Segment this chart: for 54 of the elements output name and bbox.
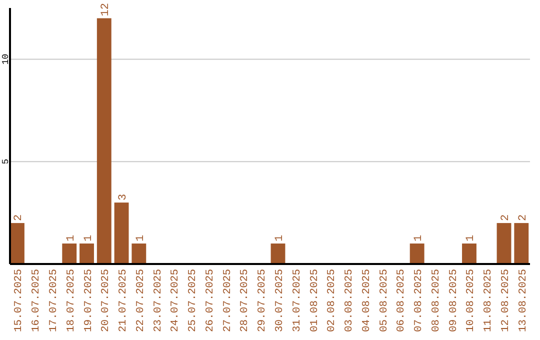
x-tick-label: 12.08.2025 bbox=[500, 269, 512, 332]
x-tick-label: 18.07.2025 bbox=[65, 269, 78, 332]
x-tick-label: 23.07.2025 bbox=[152, 269, 164, 332]
x-tick-label: 24.07.2025 bbox=[170, 269, 182, 332]
data-label: 2 bbox=[500, 214, 512, 222]
x-tick-label: 31.07.2025 bbox=[291, 269, 304, 332]
data-label: 1 bbox=[274, 234, 286, 242]
x-tick-label: 03.08.2025 bbox=[344, 269, 356, 332]
x-tick-label: 20.07.2025 bbox=[100, 269, 112, 332]
bar bbox=[62, 244, 77, 264]
data-label: 2 bbox=[13, 214, 26, 222]
x-tick-label: 02.08.2025 bbox=[326, 269, 338, 332]
data-label: 1 bbox=[413, 234, 426, 242]
x-tick-label: 09.08.2025 bbox=[448, 269, 460, 332]
x-tick-label: 22.07.2025 bbox=[134, 269, 147, 332]
x-tick-label: 25.07.2025 bbox=[187, 269, 200, 332]
x-tick-label: 10.08.2025 bbox=[465, 269, 478, 332]
bar bbox=[114, 202, 129, 264]
data-label: 3 bbox=[118, 194, 130, 201]
bar bbox=[270, 244, 286, 264]
data-label: 1 bbox=[65, 234, 78, 242]
x-tick-label: 19.07.2025 bbox=[82, 269, 95, 332]
x-tick-label: 30.07.2025 bbox=[274, 269, 286, 332]
bar bbox=[132, 244, 146, 264]
x-tick-label: 08.08.2025 bbox=[430, 269, 442, 332]
x-tick-label: 11.08.2025 bbox=[482, 269, 495, 332]
x-tick-label: 01.08.2025 bbox=[308, 269, 321, 332]
x-tick-label: 13.08.2025 bbox=[517, 269, 530, 332]
x-tick-label: 28.07.2025 bbox=[239, 269, 252, 332]
bar bbox=[410, 244, 424, 264]
x-tick-label: 06.08.2025 bbox=[396, 269, 408, 332]
bar bbox=[96, 18, 112, 264]
data-label: 2 bbox=[517, 214, 530, 222]
data-label: 1 bbox=[465, 234, 478, 242]
x-tick-label: 05.08.2025 bbox=[378, 269, 390, 332]
x-tick-label: 29.07.2025 bbox=[256, 269, 269, 332]
x-tick-label: 16.07.2025 bbox=[30, 269, 43, 332]
x-tick-label: 21.07.2025 bbox=[118, 269, 130, 332]
y-tick-label: 10 bbox=[1, 54, 11, 65]
bar bbox=[514, 223, 529, 264]
x-tick-label: 15.07.2025 bbox=[13, 269, 26, 332]
x-tick-label: 26.07.2025 bbox=[204, 269, 216, 332]
y-tick-label: 5 bbox=[1, 158, 11, 164]
bar bbox=[80, 244, 94, 264]
data-label: 1 bbox=[134, 234, 147, 242]
x-tick-label: 04.08.2025 bbox=[360, 269, 373, 332]
data-label: 12 bbox=[100, 3, 112, 16]
bar bbox=[462, 244, 476, 264]
x-tick-label: 27.07.2025 bbox=[222, 269, 234, 332]
x-tick-label: 17.07.2025 bbox=[48, 269, 60, 332]
bar bbox=[496, 223, 512, 264]
data-label: 1 bbox=[82, 234, 95, 242]
bar bbox=[10, 223, 24, 264]
x-tick-label: 07.08.2025 bbox=[413, 269, 426, 332]
